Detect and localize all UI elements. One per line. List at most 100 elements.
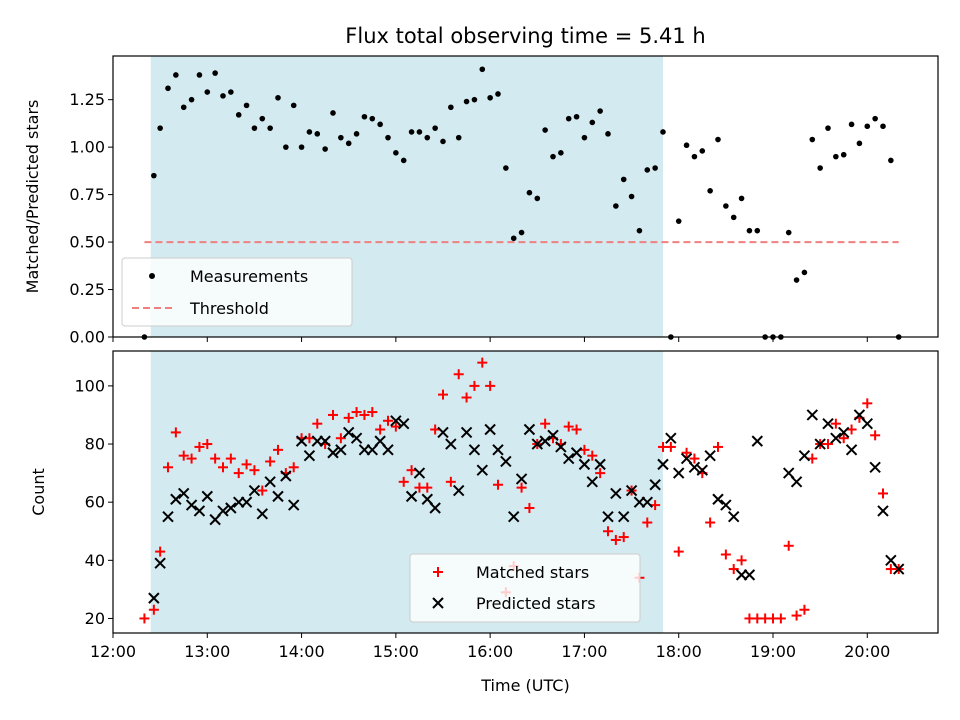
bottom-y-tick-label: 100	[74, 376, 105, 395]
matched-point	[673, 546, 684, 557]
measurement-point	[833, 153, 839, 160]
x-b	[790, 476, 803, 488]
predicted-point	[618, 511, 630, 523]
matched-point	[705, 517, 716, 528]
predicted-point	[806, 409, 818, 421]
predicted-point	[225, 502, 237, 514]
measurement-points	[141, 66, 902, 340]
matched-point	[823, 439, 833, 450]
predicted-point	[484, 423, 496, 436]
x-b	[374, 435, 386, 447]
x-b	[712, 493, 724, 505]
measurement-point	[259, 115, 266, 122]
x-b	[783, 467, 795, 479]
predicted-point	[319, 435, 331, 447]
measurement-point	[652, 165, 658, 171]
x-b	[610, 487, 622, 500]
x-b	[704, 449, 716, 462]
predicted-point	[751, 435, 763, 447]
matched-point	[783, 540, 794, 551]
measurement-point	[880, 123, 886, 130]
matched-point	[878, 488, 888, 499]
measurement-point	[723, 203, 729, 209]
x-b	[303, 449, 316, 462]
x-b	[398, 417, 410, 430]
matched-point	[846, 424, 857, 435]
measurement-point	[479, 66, 486, 73]
predicted-point	[508, 511, 520, 523]
predicted-point	[170, 493, 182, 505]
measurement-point	[267, 125, 273, 131]
measurement-point	[691, 153, 698, 160]
legend-predicted-marker	[432, 597, 444, 609]
matched-point	[343, 412, 354, 423]
measurement-point	[589, 119, 596, 126]
measurement-point	[306, 129, 313, 135]
matched-point	[163, 462, 173, 473]
measurement-point	[196, 72, 203, 78]
measurement-point	[471, 96, 478, 103]
measurement-point	[605, 131, 611, 137]
predicted-point	[476, 464, 488, 476]
measurement-point	[345, 140, 352, 147]
matched-point	[375, 424, 386, 435]
matched-point	[383, 415, 393, 426]
predicted-point	[390, 415, 402, 427]
x-b	[429, 502, 441, 514]
predicted-point	[382, 444, 394, 456]
measurement-point	[188, 96, 195, 103]
matched-point	[445, 476, 456, 487]
legend-matched-label: Matched stars	[476, 563, 589, 582]
predicted-point	[594, 458, 606, 471]
x-b	[178, 487, 190, 500]
bottom-x-tick-label: 12:00	[90, 642, 136, 661]
measurement-point	[534, 195, 541, 202]
measurement-point	[699, 148, 706, 154]
predicted-point	[712, 493, 724, 505]
matched-point	[642, 517, 653, 528]
legend-measurements-label: Measurements	[190, 267, 308, 286]
predicted-point	[673, 467, 685, 479]
x-b	[555, 441, 567, 453]
x-b	[382, 444, 394, 456]
measurement-point	[487, 94, 493, 101]
measurement-point	[660, 129, 666, 135]
x-b	[893, 563, 905, 575]
matched-point	[595, 468, 606, 479]
matched-point	[689, 453, 700, 464]
matched-point	[367, 407, 378, 418]
measurement-point	[385, 134, 391, 141]
bottom-legend: Matched stars Predicted stars	[409, 553, 641, 623]
measurement-point	[298, 144, 305, 150]
measurement-point	[518, 229, 525, 236]
matched-point	[736, 555, 747, 566]
top-legend-box	[121, 257, 353, 327]
bottom-axes-frame	[112, 350, 939, 634]
bottom-panel: 20 40 60 80 100 12:00 13:00 14:00 15:00 16:00 17:…	[29, 350, 939, 695]
bottom-x-ticks: 12:00 13:00 14:00 15:00 16:00 17:00 18:00 19:00…	[90, 633, 890, 661]
matched-point	[359, 409, 370, 420]
x-b	[602, 511, 614, 523]
predicted-point	[248, 484, 261, 497]
measurement-point	[683, 142, 690, 149]
x-b	[806, 409, 818, 421]
measurement-point	[361, 113, 368, 120]
top-y-tick-label: 1.00	[69, 138, 105, 157]
matched-point	[155, 546, 166, 557]
matched-point	[563, 421, 574, 432]
top-axes-frame	[112, 55, 939, 338]
predicted-point	[217, 505, 229, 517]
bottom-x-tick-label: 15:00	[373, 642, 419, 661]
predicted-point	[822, 417, 834, 430]
x-b	[170, 493, 182, 505]
predicted-point	[154, 557, 166, 569]
matched-point	[438, 389, 448, 400]
measurement-point	[864, 123, 871, 130]
matched-point	[830, 418, 841, 429]
top-legend: Measurements Threshold	[121, 257, 353, 327]
predicted-point	[413, 467, 426, 479]
predicted-point	[327, 447, 339, 459]
predicted-star-points	[148, 409, 905, 604]
x-b	[319, 435, 331, 447]
